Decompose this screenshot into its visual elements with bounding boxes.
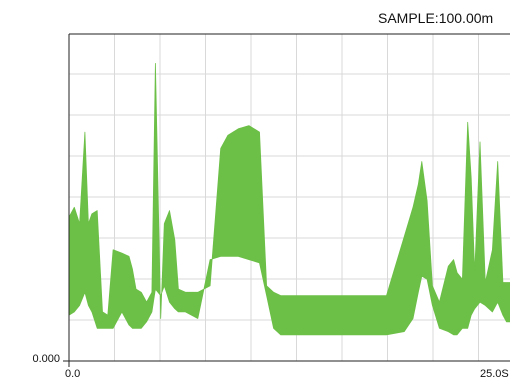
plot-frame xyxy=(63,33,510,367)
x-tick-label-end: 25.0S xyxy=(480,368,509,380)
grid-lines xyxy=(69,34,510,361)
signal-envelope xyxy=(68,63,510,336)
x-tick-label-start: 0.0 xyxy=(65,368,80,380)
series-envelope-area xyxy=(68,63,510,336)
y-tick-label: 0.000 xyxy=(32,353,60,365)
sample-rate-label: SAMPLE:100.00m xyxy=(378,10,494,26)
